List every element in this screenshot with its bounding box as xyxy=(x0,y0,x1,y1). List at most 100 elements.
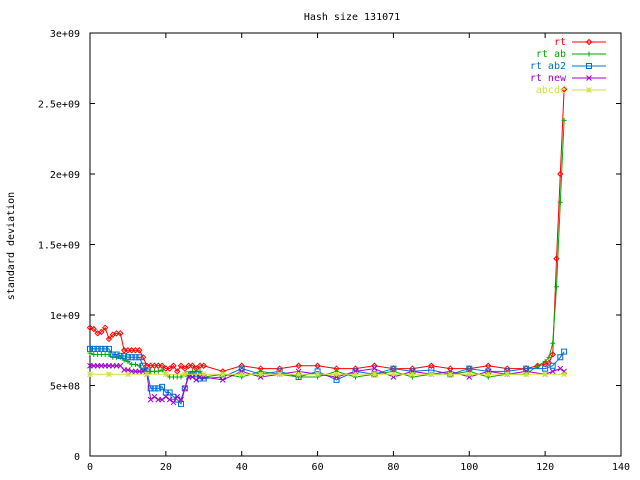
point-0-3 xyxy=(98,328,105,336)
point-0-42 xyxy=(428,362,435,369)
point-4-2 xyxy=(125,371,131,378)
y-tick-label-5: 2.5e+09 xyxy=(38,100,80,111)
x-tick-label-5: 100 xyxy=(460,462,478,473)
point-2-19 xyxy=(159,383,166,390)
point-4-7 xyxy=(219,371,226,378)
point-1-50 xyxy=(546,354,552,360)
point-1-54 xyxy=(561,117,567,123)
point-3-10 xyxy=(125,367,131,373)
point-3-16 xyxy=(147,396,154,403)
point-3-14 xyxy=(140,368,146,375)
point-0-54 xyxy=(560,86,568,93)
legend-marker-2 xyxy=(586,63,592,69)
point-2-21 xyxy=(166,389,173,396)
point-3-19 xyxy=(159,396,165,403)
axis-ticks: 0 20 40 60 80 100 120 140 0 5e+08 1e+09 1.5e+09 2e+0… xyxy=(38,29,630,473)
point-2-51 xyxy=(561,348,568,355)
series-2 xyxy=(87,345,568,407)
point-4-22 xyxy=(504,371,511,378)
y-axis-label: standard deviation xyxy=(6,192,17,300)
point-4-6 xyxy=(200,371,207,378)
point-4-3 xyxy=(144,371,150,378)
point-1-48 xyxy=(535,363,541,369)
point-0-8 xyxy=(117,330,124,337)
y-tick-label-3: 1.5e+09 xyxy=(38,241,80,252)
series-3 xyxy=(87,362,567,406)
point-3-49 xyxy=(549,368,556,375)
series-line-0 xyxy=(89,89,565,373)
legend-label-3: rt new xyxy=(530,73,567,84)
point-2-42 xyxy=(428,366,435,373)
point-0-1 xyxy=(90,325,98,333)
point-4-1 xyxy=(106,371,112,378)
point-0-35 xyxy=(295,362,302,369)
point-1-51 xyxy=(550,340,556,346)
point-0-27 xyxy=(189,362,196,369)
point-4-23 xyxy=(523,371,530,378)
x-tick-label-1: 20 xyxy=(160,462,172,473)
point-4-21 xyxy=(485,371,492,378)
point-3-39 xyxy=(371,365,378,372)
y-tick-label-0: 0 xyxy=(74,452,80,463)
point-4-24 xyxy=(542,371,548,378)
point-4-15 xyxy=(371,371,378,378)
point-1-53 xyxy=(557,199,563,205)
point-1-12 xyxy=(133,361,139,367)
point-2-14 xyxy=(140,362,147,369)
point-4-25 xyxy=(561,371,567,378)
x-tick-label-0: 0 xyxy=(87,462,93,473)
legend-marker-0 xyxy=(585,38,593,46)
series-line-1 xyxy=(89,120,565,378)
point-4-14 xyxy=(352,371,359,378)
legend-label-1: rt ab xyxy=(536,49,566,60)
legend-marker-4 xyxy=(586,87,592,93)
x-tick-label-6: 120 xyxy=(536,462,554,473)
x-tick-label-2: 40 xyxy=(236,462,248,473)
legend-marker-1 xyxy=(586,51,592,57)
point-3-25 xyxy=(181,385,188,392)
point-4-4 xyxy=(163,371,169,378)
point-4-10 xyxy=(276,371,283,378)
point-0-25 xyxy=(181,365,189,372)
point-3-28 xyxy=(193,377,200,383)
point-4-8 xyxy=(238,371,245,378)
point-1-52 xyxy=(554,284,560,290)
x-tick-label-3: 60 xyxy=(312,462,324,473)
y-tick-label-2: 1e+09 xyxy=(50,311,80,322)
point-2-5 xyxy=(105,345,112,352)
point-2-49 xyxy=(549,362,556,369)
point-4-12 xyxy=(314,371,321,378)
point-4-20 xyxy=(466,371,473,378)
point-2-9 xyxy=(121,352,128,359)
point-4-0 xyxy=(87,371,93,378)
series-1 xyxy=(87,117,567,380)
point-0-36 xyxy=(314,362,321,369)
point-3-20 xyxy=(163,393,169,400)
y-tick-label-6: 3e+09 xyxy=(50,29,80,40)
point-0-4 xyxy=(101,324,109,331)
legend-label-0: rt xyxy=(554,37,566,48)
point-0-50 xyxy=(545,359,553,367)
x-tick-label-4: 80 xyxy=(387,462,399,473)
point-2-40 xyxy=(390,365,397,372)
point-3-27 xyxy=(189,374,196,380)
point-4-19 xyxy=(447,371,454,378)
point-2-7 xyxy=(113,351,120,358)
y-tick-label-1: 5e+08 xyxy=(50,382,80,393)
point-4-17 xyxy=(409,371,416,378)
point-3-23 xyxy=(174,393,181,400)
point-3-21 xyxy=(166,396,173,403)
point-2-13 xyxy=(136,354,143,361)
point-2-24 xyxy=(178,400,185,407)
legend-marker-3 xyxy=(586,75,592,81)
point-4-9 xyxy=(257,371,264,378)
point-3-22 xyxy=(170,399,177,406)
point-0-13 xyxy=(136,347,143,354)
legend-label-4: abcde xyxy=(536,85,566,96)
point-4-13 xyxy=(333,371,340,378)
point-4-11 xyxy=(295,371,302,378)
point-1-19 xyxy=(159,367,165,373)
series-4 xyxy=(87,371,567,378)
point-4-18 xyxy=(428,371,435,378)
